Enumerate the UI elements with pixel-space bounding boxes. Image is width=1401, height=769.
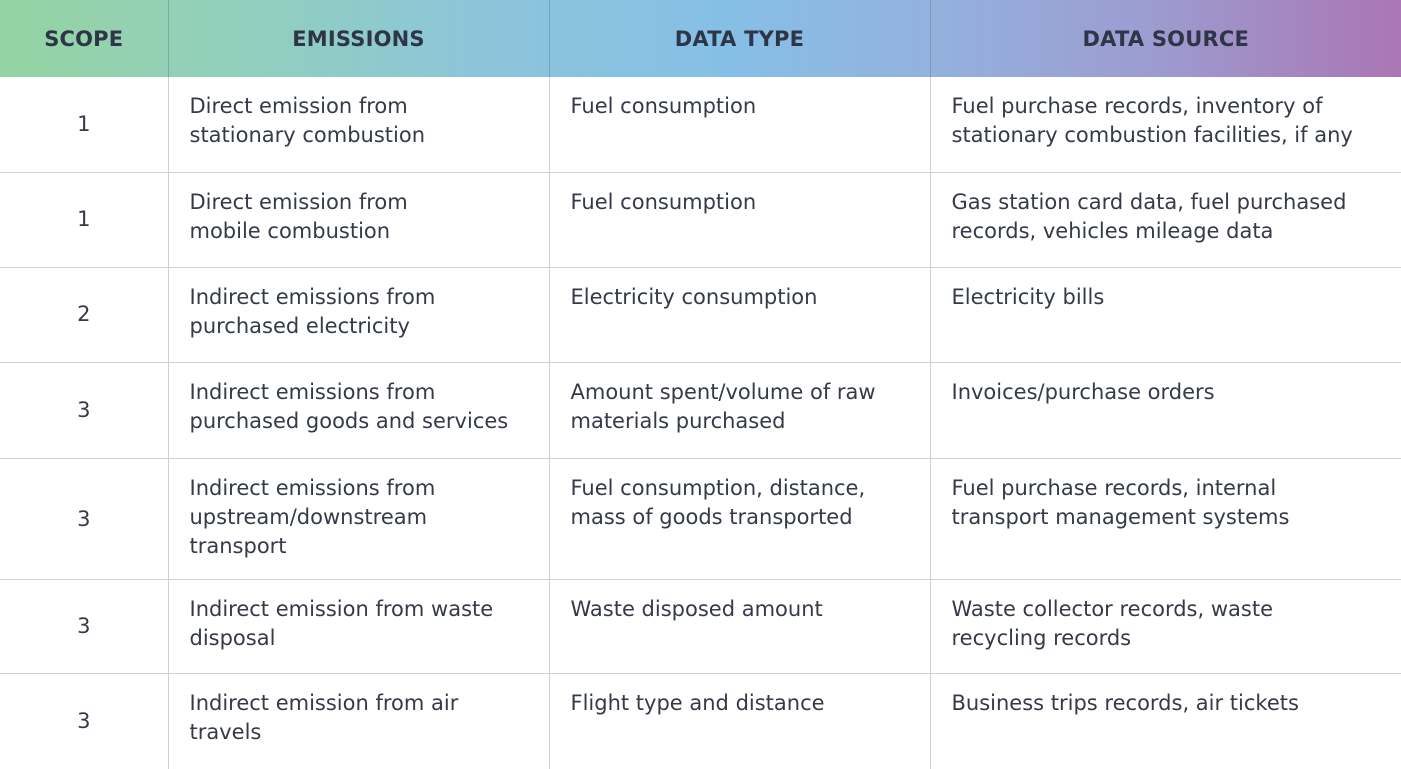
header-emissions: EMISSIONS — [168, 0, 550, 77]
scope-cell: 3 — [0, 579, 169, 675]
table-row: 1 Direct emission from stationary combus… — [0, 77, 1401, 173]
table-header-row: SCOPE EMISSIONS DATA TYPE DATA SOURCE — [0, 0, 1401, 77]
emissions-cell: Direct emission from stationary combusti… — [168, 77, 550, 173]
data-source-cell: Waste collector records, waste recycling… — [930, 579, 1401, 675]
table-row: 3 Indirect emission from air travels Fli… — [0, 673, 1401, 769]
table-row: 1 Direct emission from mobile combustion… — [0, 172, 1401, 268]
data-type-cell: Amount spent/volume of raw materials pur… — [549, 362, 931, 460]
emissions-cell: Indirect emission from waste disposal — [168, 579, 550, 675]
table-row: 3 Indirect emissions from purchased good… — [0, 362, 1401, 460]
data-source-cell: Invoices/purchase orders — [930, 362, 1401, 460]
data-type-cell: Fuel consumption — [549, 172, 931, 268]
data-type-cell: Fuel consumption, distance, mass of good… — [549, 458, 931, 581]
data-source-cell: Fuel purchase records, internal transpor… — [930, 458, 1401, 581]
header-data-type: DATA TYPE — [549, 0, 931, 77]
emissions-cell: Indirect emissions from upstream/downstr… — [168, 458, 550, 581]
scope-cell: 1 — [0, 77, 169, 173]
data-source-cell: Gas station card data, fuel purchased re… — [930, 172, 1401, 268]
data-source-cell: Business trips records, air tickets — [951, 691, 1299, 716]
emissions-cell: Indirect emission from air travels — [168, 673, 550, 769]
data-source-cell: Fuel purchase records, inventory of stat… — [930, 77, 1401, 173]
data-type-cell: Flight type and distance — [549, 673, 931, 769]
data-type-cell: Fuel consumption — [549, 77, 931, 173]
data-type-cell: Waste disposed amount — [549, 579, 931, 675]
table-row: 2 Indirect emissions from purchased elec… — [0, 267, 1401, 363]
scope-cell: 3 — [0, 362, 169, 460]
scope-cell: 3 — [0, 673, 169, 769]
data-source-cell: Electricity bills — [930, 267, 1401, 363]
scope-cell: 3 — [0, 458, 169, 581]
table-row: 3 Indirect emissions from upstream/downs… — [0, 458, 1401, 581]
emissions-cell: Indirect emissions from purchased electr… — [168, 267, 550, 363]
header-data-source: DATA SOURCE — [1082, 26, 1249, 51]
emissions-cell: Indirect emissions from purchased goods … — [168, 362, 550, 460]
header-scope: SCOPE — [0, 0, 169, 77]
emissions-cell: Direct emission from mobile combustion — [168, 172, 550, 268]
scope-cell: 1 — [0, 172, 169, 268]
table-row: 3 Indirect emission from waste disposal … — [0, 579, 1401, 675]
data-type-cell: Electricity consumption — [549, 267, 931, 363]
scope-cell: 2 — [0, 267, 169, 363]
